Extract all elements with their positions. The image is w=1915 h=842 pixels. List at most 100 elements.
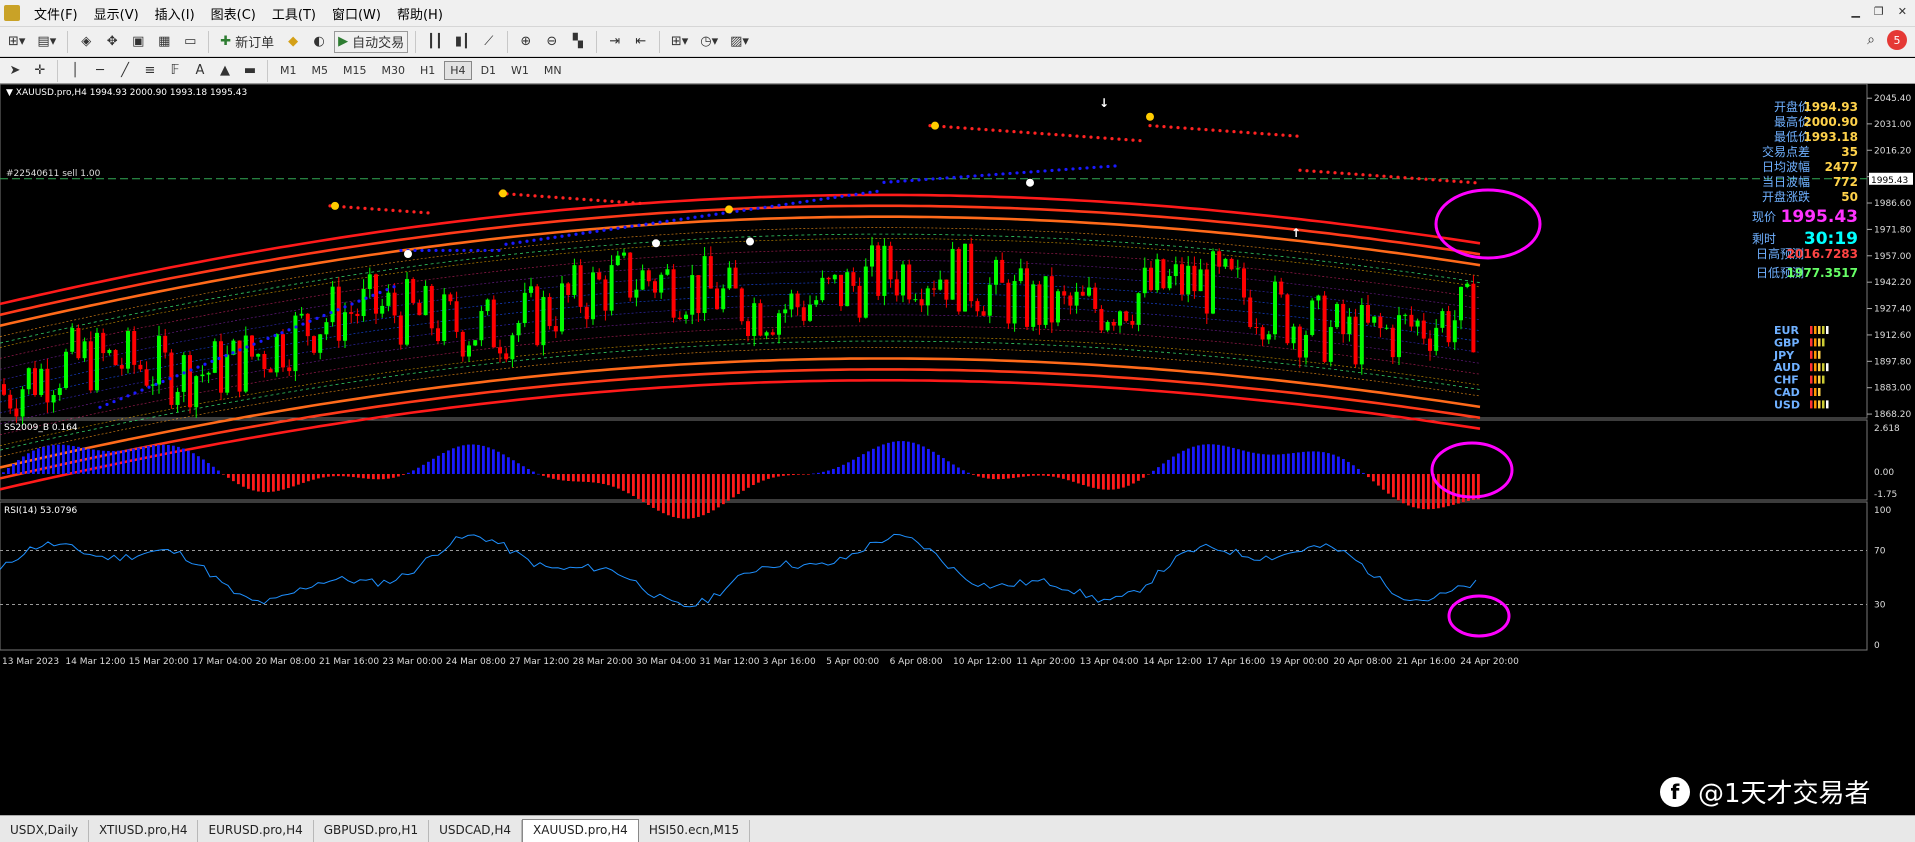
fibonacci-icon[interactable]: 𝔽	[170, 63, 180, 78]
blue-stop-dot	[581, 231, 585, 235]
blue-stop-dot	[539, 237, 543, 241]
histogram-bar	[1402, 474, 1405, 504]
blue-stop-dot	[714, 212, 718, 216]
blue-stop-dot	[742, 208, 746, 212]
menu-item-0[interactable]: 文件(F)	[34, 7, 78, 23]
bar-chart-icon[interactable]: ┃┃	[427, 34, 443, 49]
histogram-bar	[907, 441, 910, 474]
chart-area[interactable]: #22540611 sell 1.00 ↓ ↑ ▼ XAUUSD.pro,H4 199…	[0, 83, 1915, 810]
timeframe-h1[interactable]: H1	[420, 64, 436, 77]
timeframe-m1[interactable]: M1	[280, 64, 297, 77]
histogram-bar	[1437, 474, 1440, 509]
timeframe-w1[interactable]: W1	[511, 64, 529, 77]
new-order-button[interactable]: ✚ 新订单	[216, 31, 278, 53]
timeframe-m5[interactable]: M5	[311, 64, 329, 77]
vertical-line-icon[interactable]: │	[71, 63, 79, 78]
channel-icon[interactable]: ≡	[144, 63, 156, 78]
search-icon[interactable]: ⌕	[1867, 32, 1875, 48]
signals-icon[interactable]: ◐	[313, 34, 325, 49]
timeframe-m30[interactable]: M30	[381, 64, 406, 77]
chart-svg[interactable]: #22540611 sell 1.00 ↓ ↑ ▼ XAUUSD.pro,H4 199…	[0, 83, 1915, 810]
menu-item-1[interactable]: 显示(V)	[93, 7, 139, 23]
periods-icon[interactable]: ◷▾	[700, 34, 719, 49]
tile-windows-icon[interactable]: ▚	[572, 34, 583, 49]
channel-inner-line	[0, 340, 1481, 451]
text-icon[interactable]: A	[195, 63, 205, 78]
menu-item-4[interactable]: 工具(T)	[271, 7, 316, 23]
candle-body	[901, 264, 905, 296]
histogram-bar	[332, 474, 335, 477]
templates-icon[interactable]: ▨▾	[730, 34, 749, 49]
candle-body	[1118, 311, 1122, 326]
timeframe-h4[interactable]: H4	[444, 61, 472, 80]
candle-body	[256, 353, 261, 357]
zoom-in-icon[interactable]: ⊕	[520, 34, 532, 49]
blue-stop-dot	[1008, 171, 1012, 176]
tester-icon[interactable]: ▭	[184, 34, 197, 49]
horizontal-line-icon[interactable]: ─	[96, 63, 104, 78]
red-stop-dot	[1218, 129, 1222, 133]
candle-body	[417, 302, 422, 316]
candle-body	[795, 293, 800, 308]
label-icon[interactable]: ▬	[243, 63, 257, 78]
timeframe-d1[interactable]: D1	[480, 64, 497, 77]
histogram-bar	[1422, 474, 1425, 510]
histogram-bar	[1037, 474, 1040, 476]
cursor-icon[interactable]: ➤	[9, 63, 21, 78]
red-stop-dot	[426, 211, 430, 215]
timeframe-mn[interactable]: MN	[543, 64, 562, 77]
notification-badge[interactable]: 5	[1887, 30, 1907, 50]
channel-band-line	[0, 215, 1481, 327]
indicators-icon[interactable]: ⊞▾	[670, 34, 689, 49]
restore-icon[interactable]: ❐	[1873, 5, 1884, 18]
red-stop-dot	[1347, 172, 1351, 176]
candle-body	[1105, 322, 1110, 331]
blue-stop-dot	[224, 354, 228, 358]
red-stop-dot	[568, 196, 572, 200]
candlestick-icon[interactable]: ▮┃	[454, 34, 470, 49]
blue-stop-dot	[952, 175, 956, 180]
terminal-icon[interactable]: ▦	[158, 34, 171, 49]
chart-tab-6[interactable]: HSI50.ecn,M15	[639, 820, 751, 842]
red-stop-dot	[1267, 132, 1271, 136]
profiles-icon[interactable]: ▤▾	[37, 34, 57, 49]
info-label-4: 日均波幅	[1762, 159, 1810, 174]
arrow-icon[interactable]: ▲	[220, 63, 230, 78]
blue-stop-dot	[1001, 172, 1005, 176]
candle-body	[640, 270, 645, 290]
chart-tab-4[interactable]: USDCAD,H4	[429, 820, 523, 842]
histogram-bar	[652, 474, 655, 508]
menu-items: 文件(F) 显示(V) 插入(I) 图表(C) 工具(T) 窗口(W) 帮助(H)	[26, 4, 451, 23]
chart-tab-0[interactable]: USDX,Daily	[0, 820, 90, 842]
data-window-icon[interactable]: ▣	[132, 34, 145, 49]
navigator-icon[interactable]: ✥	[106, 34, 118, 49]
line-chart-icon[interactable]: ⟋	[484, 34, 494, 49]
chart-tab-3[interactable]: GBPUSD.pro,H1	[314, 820, 430, 842]
market-watch-icon[interactable]: ◈	[81, 34, 92, 49]
histogram-bar	[617, 474, 620, 489]
minimize-icon[interactable]: ▁	[1851, 5, 1860, 18]
blue-stop-dot	[315, 316, 319, 320]
auto-trade-button[interactable]: ▶ 自动交易	[334, 30, 409, 53]
histogram-bar	[347, 474, 350, 477]
histogram-bar	[792, 474, 795, 475]
menu-item-5[interactable]: 窗口(W)	[331, 7, 381, 23]
zoom-out-icon[interactable]: ⊖	[546, 34, 558, 49]
menu-item-6[interactable]: 帮助(H)	[396, 7, 443, 23]
trendline-icon[interactable]: ╱	[121, 63, 129, 78]
menu-item-2[interactable]: 插入(I)	[154, 7, 195, 23]
blue-stop-dot	[1106, 164, 1110, 169]
menu-item-3[interactable]: 图表(C)	[210, 7, 256, 23]
metaeditor-icon[interactable]: ◆	[288, 34, 299, 49]
red-stop-dot	[1305, 169, 1309, 173]
timeframe-m15[interactable]: M15	[343, 64, 367, 77]
chart-tab-5[interactable]: XAUUSD.pro,H4	[522, 819, 639, 842]
close-icon[interactable]: ✕	[1897, 5, 1907, 18]
chart-tab-2[interactable]: EURUSD.pro,H4	[198, 820, 314, 842]
crosshair-icon[interactable]: ✛	[34, 63, 46, 78]
chart-tab-1[interactable]: XTIUSD.pro,H4	[89, 820, 199, 842]
new-chart-icon[interactable]: ⊞▾	[8, 34, 26, 49]
chart-shift-icon[interactable]: ⇤	[635, 34, 647, 49]
histogram-bar	[797, 474, 800, 475]
autoscroll-icon[interactable]: ⇥	[609, 34, 621, 49]
